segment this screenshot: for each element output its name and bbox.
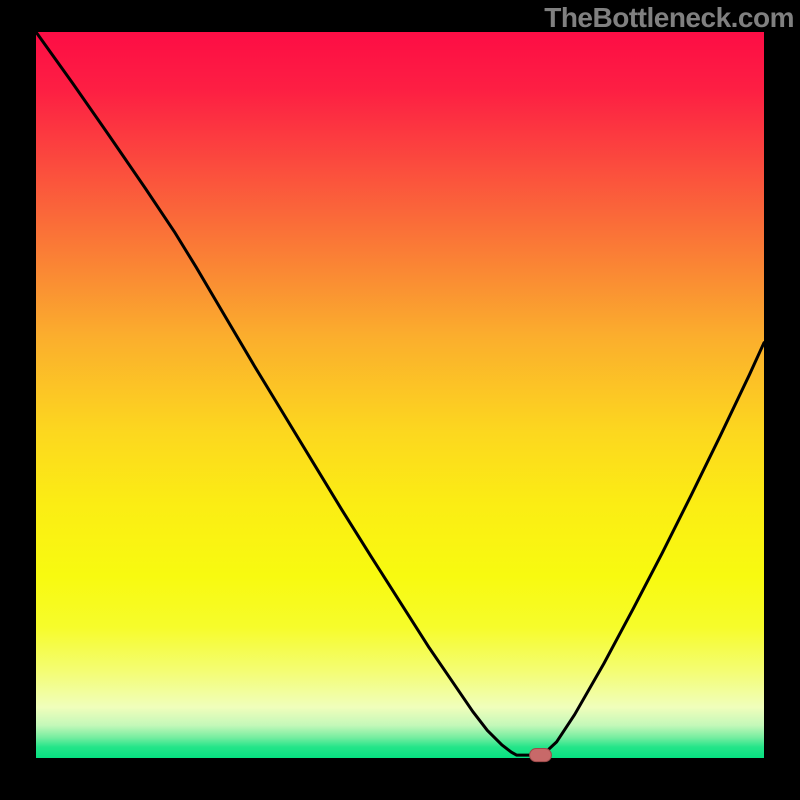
watermark-text: TheBottleneck.com (544, 2, 794, 34)
optimal-point-marker (530, 749, 552, 762)
chart-plot-area (36, 32, 764, 758)
bottleneck-chart (0, 0, 800, 800)
